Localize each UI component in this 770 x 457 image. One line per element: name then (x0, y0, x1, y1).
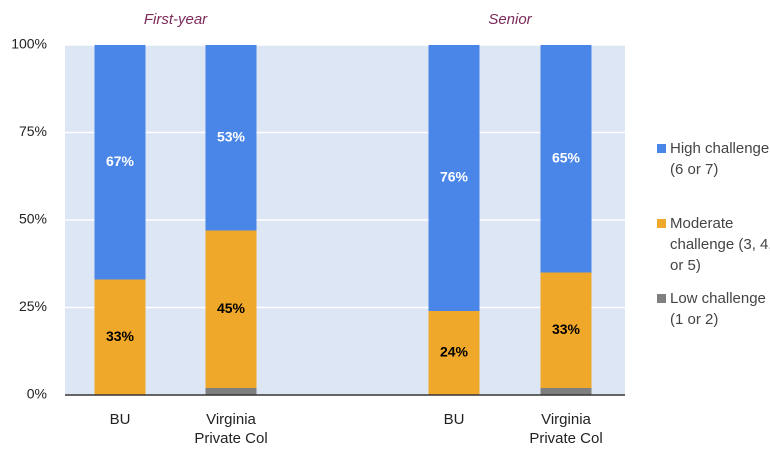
bar-segment (205, 45, 257, 231)
x-tick-label: Virginia Private Col (194, 411, 268, 447)
data-label: 76% (440, 169, 469, 185)
data-label: 33% (552, 321, 581, 337)
bar-segment (94, 45, 146, 280)
group-title: First-year (144, 11, 208, 28)
bar-segment (205, 230, 257, 388)
data-label: 45% (217, 300, 246, 316)
legend-swatch (657, 219, 666, 228)
data-label: 24% (440, 344, 469, 360)
bar-segment (428, 45, 480, 311)
x-tick-label: Virginia Private Col (529, 411, 603, 447)
bar-segment (540, 45, 592, 273)
legend-label: Moderate challenge (3, 4, or 5) (670, 215, 770, 274)
bar-segment (94, 279, 146, 395)
x-tick-label: BU (109, 411, 131, 428)
data-label: 67% (106, 153, 135, 169)
x-tick-label: BU (443, 411, 465, 428)
legend-label: High challenge (6 or 7) (670, 140, 770, 178)
bar-segment (205, 388, 257, 395)
group-title: Senior (488, 11, 532, 28)
legend-swatch (657, 144, 666, 153)
y-tick-label: 25% (19, 298, 47, 314)
y-tick-label: 100% (11, 36, 47, 52)
data-label: 53% (217, 128, 246, 144)
legend-swatch (657, 294, 666, 303)
y-tick-label: 75% (19, 123, 47, 139)
bar-segment (428, 311, 480, 395)
data-label: 65% (552, 149, 581, 165)
bar-segment (540, 388, 592, 395)
bar-segment (540, 272, 592, 388)
data-label: 33% (106, 328, 135, 344)
y-tick-label: 0% (27, 386, 47, 402)
y-tick-label: 50% (19, 211, 47, 227)
legend-label: Low challenge (1 or 2) (670, 290, 766, 328)
